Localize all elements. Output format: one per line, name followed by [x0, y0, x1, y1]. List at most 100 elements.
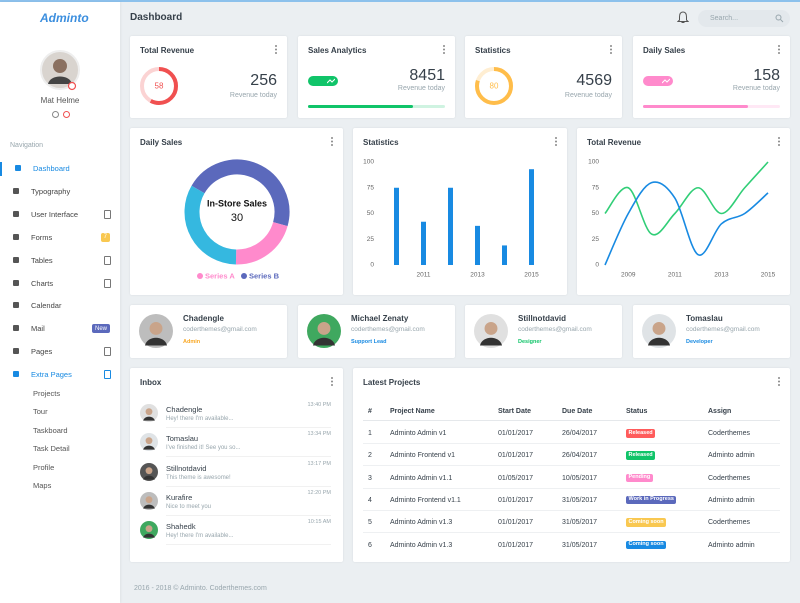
- chart: 58: [140, 67, 178, 105]
- nav-icon: [13, 187, 19, 194]
- nav-icon: [13, 302, 19, 309]
- table-cell: 31/05/2017: [562, 519, 598, 527]
- contact-role: Admin: [183, 339, 201, 345]
- kebab[interactable]: [443, 45, 445, 54]
- search-box[interactable]: Search...: [698, 10, 790, 27]
- avatar-face: [145, 408, 153, 416]
- chart: [140, 462, 158, 481]
- contact-role: Designer: [518, 339, 542, 345]
- table-cell: Adminto Admin v1.3: [390, 541, 453, 549]
- avatar-head: [53, 59, 67, 73]
- stat-badge-label: 32%: [313, 87, 326, 93]
- nav-item[interactable]: Tables: [0, 254, 120, 268]
- nav-item[interactable]: Mail New: [0, 322, 120, 336]
- status-badge: Coming soon: [626, 518, 667, 527]
- nav-icon: [13, 256, 19, 263]
- nav-subitem[interactable]: Taskboard: [33, 425, 68, 435]
- y-tick-label: 25: [592, 236, 600, 243]
- nav-item[interactable]: Calendar: [0, 299, 120, 313]
- table-cell: 01/01/2017: [498, 430, 534, 437]
- nav-item[interactable]: Charts: [0, 277, 120, 291]
- nav-subitem[interactable]: Tour: [33, 407, 48, 417]
- column-header: Status: [626, 408, 648, 415]
- kebab[interactable]: [778, 137, 780, 146]
- contact-email: coderthemes@gmail.com: [183, 326, 257, 333]
- card: Michael Zenaty coderthemes@gmail.com Suppo…: [298, 305, 455, 358]
- nav-subitem[interactable]: Maps: [33, 481, 52, 490]
- table-cell: Adminto admin: [708, 452, 755, 460]
- row-rule: [363, 443, 780, 444]
- kebab[interactable]: [331, 377, 333, 386]
- logout-icon[interactable]: [63, 111, 70, 118]
- nav-arrow-icon: [104, 278, 111, 288]
- chart: 80: [475, 67, 513, 105]
- nav-item[interactable]: Typography: [0, 185, 120, 199]
- message-preview: Nice to meet you: [166, 503, 212, 510]
- avatar-shoulders: [143, 416, 155, 421]
- header-rule: [363, 420, 780, 421]
- avatar-face: [484, 321, 498, 335]
- donut-segment: [235, 221, 288, 265]
- avatar-face: [145, 525, 153, 533]
- contact-email: coderthemes@gmail.com: [686, 326, 760, 333]
- y-tick-label: 50: [367, 210, 375, 217]
- nav-item[interactable]: Forms 7: [0, 231, 120, 245]
- progress-track: [643, 105, 780, 108]
- settings-icon[interactable]: [52, 111, 59, 118]
- donut-segment: [184, 185, 237, 265]
- y-tick-label: 75: [367, 184, 375, 191]
- nav-subitem[interactable]: Profile: [33, 462, 55, 472]
- column-header: Start Date: [498, 408, 532, 415]
- nav-item[interactable]: Extra Pages: [0, 368, 120, 382]
- avatar-face: [149, 321, 163, 335]
- avatar-shoulders: [144, 337, 168, 346]
- chart: [140, 491, 158, 510]
- kebab[interactable]: [331, 137, 333, 146]
- stat-badge: 32%: [643, 76, 674, 93]
- legend-label: Series A: [205, 271, 235, 280]
- status-badge: Released: [626, 429, 656, 438]
- nav-item[interactable]: Dashboard: [0, 162, 122, 176]
- table-cell: 6: [368, 541, 372, 549]
- kebab[interactable]: [610, 45, 612, 54]
- nav-label: Extra Pages: [31, 370, 72, 380]
- donut-center-label: In-Store Sales: [207, 198, 267, 208]
- user-name: Mat Helme: [40, 96, 80, 105]
- nav-item[interactable]: User Interface: [0, 208, 120, 222]
- status-dot: [67, 81, 77, 91]
- message-sender: Stillnotdavid: [166, 463, 207, 473]
- kebab[interactable]: [555, 137, 557, 146]
- progress-track: [308, 105, 445, 108]
- y-tick-label: 50: [592, 210, 600, 217]
- card-title: Daily Sales: [140, 138, 183, 147]
- nav-label: Mail: [31, 324, 45, 334]
- progress-fill: [308, 105, 414, 108]
- nav-badge: 7: [100, 232, 110, 242]
- bar: [475, 225, 480, 265]
- kebab[interactable]: [778, 377, 780, 386]
- card: Statistics 80 4569 Revenue today: [465, 36, 622, 118]
- card: Tomaslau coderthemes@gmail.com Developer: [633, 305, 790, 358]
- message-time: 10:15 AM: [307, 519, 331, 526]
- x-tick-label: 2011: [417, 272, 431, 279]
- kebab[interactable]: [275, 45, 277, 54]
- kebab[interactable]: [778, 45, 780, 54]
- nav-label: Calendar: [31, 301, 62, 311]
- card: Chadengle coderthemes@gmail.com Admin: [130, 305, 287, 358]
- chart: 0 25 50 75 100 2011 2013 2015: [363, 159, 539, 279]
- nav-label: Dashboard: [33, 164, 70, 173]
- table-cell: 4: [368, 496, 372, 504]
- contact-name: Michael Zenaty: [351, 314, 409, 323]
- row-rule: [363, 487, 780, 489]
- nav-subitem[interactable]: Task Detail: [33, 444, 70, 454]
- table-cell: 01/01/2017: [498, 452, 534, 460]
- y-tick-label: 0: [595, 262, 599, 269]
- nav-item[interactable]: Pages: [0, 345, 120, 359]
- line-series: [604, 161, 769, 236]
- chart: In-Store Sales 30 Series A Series B: [184, 159, 290, 280]
- column-header: Project Name: [390, 408, 435, 415]
- avatar-shoulders: [143, 475, 155, 480]
- table-cell: 1: [368, 430, 372, 437]
- nav-subitem[interactable]: Projects: [33, 389, 61, 398]
- card: Total Revenue 0 25 50 75 100 2009 2011 2013 2015: [577, 128, 790, 295]
